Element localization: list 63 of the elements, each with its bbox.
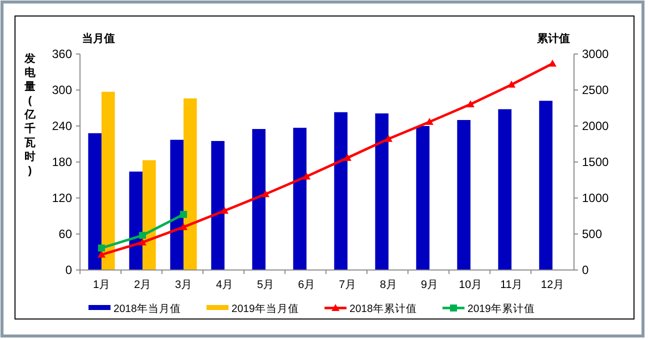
x-tick-label: 5月 bbox=[256, 279, 274, 291]
y2-tick-label: 1500 bbox=[582, 155, 610, 169]
point bbox=[180, 210, 188, 218]
legend-label: 2019年累计值 bbox=[468, 302, 535, 315]
legend-label: 2018年当月值 bbox=[114, 303, 181, 315]
point bbox=[98, 244, 106, 252]
point bbox=[466, 100, 474, 108]
y-tick-label: 300 bbox=[52, 83, 72, 97]
y-tick-label: 120 bbox=[52, 191, 72, 205]
x-tick-label: 2月 bbox=[134, 279, 152, 291]
bar bbox=[88, 133, 102, 270]
y-tick-label: 60 bbox=[58, 227, 72, 241]
point bbox=[302, 172, 310, 180]
bar bbox=[498, 109, 512, 270]
x-tick-label: 8月 bbox=[380, 279, 398, 291]
x-tick-label: 6月 bbox=[298, 279, 316, 291]
bar bbox=[334, 112, 348, 270]
point bbox=[384, 134, 392, 142]
point bbox=[262, 190, 270, 198]
bar bbox=[293, 128, 306, 270]
bar bbox=[416, 126, 430, 270]
point bbox=[344, 154, 352, 161]
x-tick-label: 9月 bbox=[420, 279, 438, 291]
legend-label: 2019年当月值 bbox=[232, 303, 299, 315]
bar bbox=[142, 160, 156, 270]
text: 发电量(亿千瓦时) bbox=[24, 53, 36, 177]
y2-tick-label: 2000 bbox=[582, 119, 610, 133]
x-tick-label: 1月 bbox=[92, 279, 110, 291]
point bbox=[139, 232, 146, 239]
bar bbox=[539, 100, 552, 270]
point bbox=[220, 206, 229, 214]
bar bbox=[211, 141, 225, 270]
point bbox=[180, 223, 188, 230]
x-tick-label: 7月 bbox=[338, 279, 356, 291]
point bbox=[138, 238, 147, 246]
x-tick-label: 11月 bbox=[500, 279, 523, 291]
y2-tick-label: 3000 bbox=[582, 47, 610, 61]
bar bbox=[184, 98, 197, 270]
y-tick-label: 360 bbox=[52, 47, 72, 61]
bar bbox=[102, 92, 115, 270]
y2-tick-label: 500 bbox=[582, 227, 602, 241]
x-tick-label: 4月 bbox=[216, 279, 234, 291]
x-tick-label: 3月 bbox=[174, 279, 192, 291]
bar bbox=[170, 140, 184, 270]
y2-tick-label: 1000 bbox=[582, 191, 610, 205]
y-tick-label: 0 bbox=[65, 263, 72, 277]
bar bbox=[252, 129, 266, 270]
y2-tick-label: 2500 bbox=[582, 83, 610, 97]
x-tick-label: 12月 bbox=[540, 279, 564, 291]
y-tick-label: 180 bbox=[52, 155, 72, 169]
bar bbox=[129, 172, 143, 270]
point bbox=[425, 118, 434, 125]
bar bbox=[457, 120, 470, 270]
legend-label: 2018年累计值 bbox=[350, 302, 417, 315]
point bbox=[548, 60, 556, 67]
bar bbox=[375, 113, 388, 270]
y-tick-label: 240 bbox=[52, 119, 72, 133]
x-tick-label: 10月 bbox=[458, 279, 482, 291]
point bbox=[98, 250, 106, 258]
y2-tick-label: 0 bbox=[582, 263, 589, 277]
y2-axis-title: 累计值 bbox=[536, 32, 570, 45]
point bbox=[507, 80, 516, 88]
text: 当月值 bbox=[82, 32, 115, 45]
